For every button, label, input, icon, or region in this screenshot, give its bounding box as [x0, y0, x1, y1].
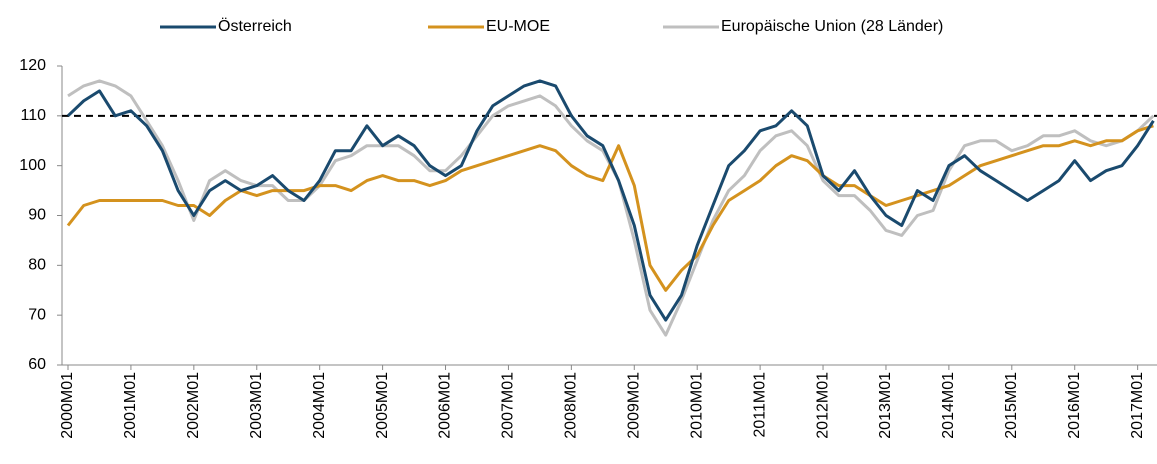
x-tick-label: 2009M01 [625, 372, 642, 439]
x-tick-label: 2012M01 [814, 372, 831, 439]
legend-label: Österreich [218, 17, 292, 35]
x-tick-label: 2005M01 [374, 372, 391, 439]
y-tick-label: 60 [28, 356, 46, 373]
x-tick-label: 2017M01 [1129, 372, 1146, 439]
legend-label: EU-MOE [486, 18, 550, 35]
y-tick-label: 120 [19, 57, 46, 74]
x-tick-label: 2014M01 [940, 372, 957, 439]
x-tick-label: 2010M01 [688, 372, 705, 439]
x-tick-label: 2011M01 [751, 372, 768, 438]
y-tick-label: 110 [20, 107, 46, 124]
x-tick-label: 2002M01 [185, 372, 202, 439]
x-tick-label: 2001M01 [122, 372, 139, 439]
legend-label: Europäische Union (28 Länder) [721, 18, 943, 35]
x-tick-label: 2016M01 [1066, 372, 1083, 439]
series-line [66, 124, 1154, 292]
x-tick-label: 2003M01 [248, 372, 265, 439]
x-tick-label: 2015M01 [1003, 372, 1020, 439]
y-tick-label: 80 [28, 257, 46, 274]
y-tick-label: 70 [28, 306, 46, 323]
x-tick-label: 2007M01 [500, 372, 517, 439]
y-tick-label: 100 [19, 157, 46, 174]
y-tick-label: 90 [28, 207, 46, 224]
x-tick-label: 2013M01 [877, 372, 894, 439]
x-tick-label: 2000M01 [59, 372, 76, 439]
series-line [66, 79, 1155, 322]
x-tick-label: 2004M01 [311, 372, 328, 439]
x-tick-label: 2006M01 [437, 372, 454, 439]
x-tick-label: 2008M01 [563, 372, 580, 439]
series-line [67, 79, 1155, 337]
